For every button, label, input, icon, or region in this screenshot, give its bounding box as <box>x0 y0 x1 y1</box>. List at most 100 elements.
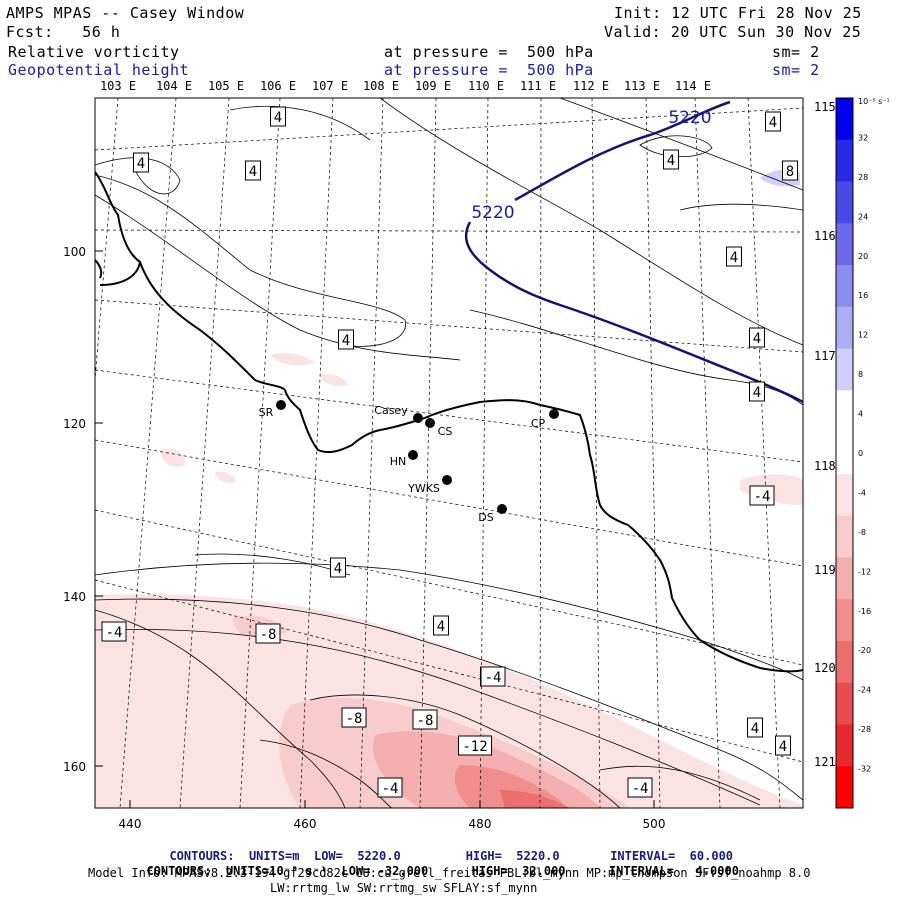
plot-frame <box>94 97 804 809</box>
model-info: Model Info: MPASv8.2.3-194-gf29cd82c CU:… <box>88 866 811 880</box>
station-marker <box>408 450 418 460</box>
x-tick-label: 480 <box>469 817 492 831</box>
vorticity-label: 4 <box>245 160 261 181</box>
footer-vort-units: UNITS=10⁻⁵ s⁻¹ <box>225 864 328 878</box>
vorticity-label: -8 <box>412 709 438 730</box>
vorticity-label: 4 <box>133 152 149 173</box>
colorbar-label: 8 <box>858 370 863 379</box>
height-labels: 5220 5220 <box>471 108 711 223</box>
footer-vort-high: HIGH= 32.000 <box>471 864 566 878</box>
footer-height-label: CONTOURS: <box>169 849 235 863</box>
colorbar-swatch <box>836 557 853 600</box>
vorticity-label: 4 <box>747 717 763 738</box>
y-tick-label: 100 <box>63 245 86 259</box>
footer-height-high: HIGH= 5220.0 <box>465 849 560 863</box>
vorticity-label-text: -4 <box>485 670 502 686</box>
top-lon-label: 110 E <box>468 79 504 93</box>
top-lon-label: 112 E <box>573 79 609 93</box>
colorbar-label: 4 <box>858 410 863 419</box>
vorticity-label: -4 <box>749 485 775 506</box>
vorticity-label: -4 <box>101 621 127 642</box>
colorbar-label: -12 <box>858 567 871 576</box>
model-info-2: LW:rrtmg_lw SW:rrtmg_sw SFLAY:sf_mynn <box>270 881 538 895</box>
footer-height-units: UNITS=m <box>248 849 300 863</box>
vorticity-label-text: 4 <box>274 110 282 126</box>
vorticity-label: 4 <box>775 735 791 756</box>
x-tick-label: 460 <box>294 817 317 831</box>
vorticity-label: 4 <box>749 381 765 402</box>
colorbar-swatch <box>836 390 853 433</box>
graticule <box>95 98 803 808</box>
vorticity-label-text: -4 <box>754 489 771 505</box>
station-marker <box>549 409 559 419</box>
station-marker <box>276 400 286 410</box>
vorticity-label: -8 <box>341 707 367 728</box>
vorticity-label: 4 <box>765 111 781 132</box>
top-lon-label: 113 E <box>624 79 660 93</box>
vorticity-label: -4 <box>627 777 653 798</box>
footer-vorticity-contours: CONTOURS: UNITS=10⁻⁵ s⁻¹ LOW= -32.000 HI… <box>132 853 738 878</box>
colorbar-swatch <box>836 682 853 725</box>
vorticity-label-text: 4 <box>769 115 777 131</box>
top-lon-label: 109 E <box>415 79 451 93</box>
colorbar-swatch <box>836 265 853 308</box>
field2-smoothing: sm= 2 <box>772 61 820 79</box>
station-hn: HN <box>390 450 418 468</box>
vorticity-label-text: -4 <box>382 781 399 797</box>
station-casey: Casey <box>374 404 423 423</box>
station-ds: DS <box>478 504 507 524</box>
vorticity-label: 4 <box>433 615 449 636</box>
colorbar-swatch <box>836 139 853 183</box>
vorticity-label: 8 <box>782 160 798 181</box>
x-tick-label: 500 <box>643 817 666 831</box>
colorbar: 10⁻⁵ s⁻¹ 32 28 24 20 16 12 8 4 0 -4 -8 -12 -16 -20 -24 -… <box>835 97 890 809</box>
geopotential-height-contours <box>464 100 803 404</box>
vorticity-label-text: 4 <box>730 250 738 266</box>
forecast-hour: Fcst: 56 h <box>6 23 121 41</box>
colorbar-label: 20 <box>858 252 868 261</box>
colorbar-label: 28 <box>858 173 868 182</box>
footer-vort-low: LOW= -32.000 <box>341 864 429 878</box>
y-tick-label: 160 <box>63 760 86 774</box>
field1-level: at pressure = 500 hPa <box>384 43 594 61</box>
vorticity-label: 4 <box>726 246 742 267</box>
x-tick-label: 440 <box>119 817 142 831</box>
vorticity-label-text: 4 <box>779 739 787 755</box>
colorbar-label: 16 <box>858 291 868 300</box>
valid-time: Valid: 20 UTC Sun 30 Nov 25 <box>604 23 862 41</box>
vorticity-label: 4 <box>270 106 286 127</box>
coastline <box>95 171 803 673</box>
colorbar-swatch <box>836 432 853 475</box>
colorbar-label: 32 <box>858 133 868 142</box>
top-lon-label: 103 E <box>100 79 136 93</box>
init-time: Init: 12 UTC Fri 28 Nov 25 <box>614 4 862 22</box>
vorticity-label: -4 <box>377 777 403 798</box>
station-label: Casey <box>374 404 408 417</box>
vorticity-label: 4 <box>749 327 765 348</box>
stations: SR Casey CS HN YWKS DS CP <box>259 400 559 524</box>
station-sr: SR <box>259 400 286 419</box>
station-label: HN <box>390 455 407 468</box>
station-marker <box>413 413 423 423</box>
station-marker <box>497 504 507 514</box>
station-cs: CS <box>425 418 452 438</box>
station-label: DS <box>478 511 493 524</box>
colorbar-swatch <box>836 98 853 141</box>
vorticity-label-text: -8 <box>260 627 277 643</box>
vorticity-shading <box>95 169 803 808</box>
colorbar-label: 12 <box>858 331 868 340</box>
colorbar-label: -8 <box>858 528 866 537</box>
top-lon-label: 104 E <box>156 79 192 93</box>
station-label: CP <box>531 417 546 430</box>
vorticity-label-text: 4 <box>753 385 761 401</box>
colorbar-swatch <box>836 223 853 266</box>
vorticity-label: 4 <box>330 557 346 578</box>
height-label: 5220 <box>668 108 711 128</box>
colorbar-swatch <box>836 599 853 642</box>
vorticity-label: -8 <box>255 623 281 644</box>
vorticity-label-text: -8 <box>346 711 363 727</box>
vorticity-label-text: 4 <box>249 164 257 180</box>
vorticity-label: 4 <box>338 329 354 350</box>
colorbar-unit: 10⁻⁵ s⁻¹ <box>858 97 890 106</box>
vorticity-label-text: 4 <box>137 156 145 172</box>
